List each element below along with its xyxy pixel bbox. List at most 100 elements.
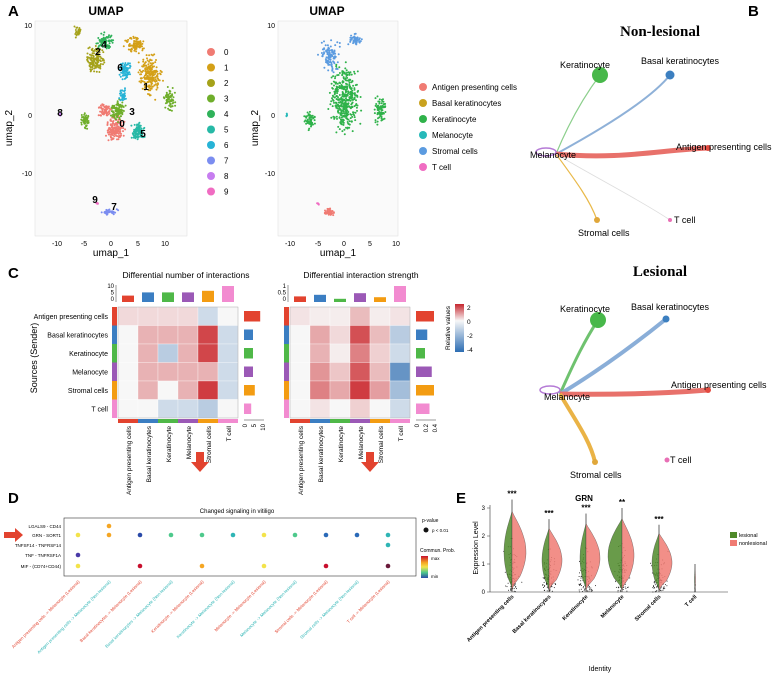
heatmap-left-top-bar xyxy=(142,292,154,302)
edge-nl-melanocyte-apc xyxy=(555,145,709,159)
umap-left-point xyxy=(140,73,143,76)
umap-right-point xyxy=(344,97,347,100)
umap-right-point xyxy=(328,49,331,52)
heatmap-left-title: Differential number of interactions xyxy=(123,270,250,280)
umap-left-point xyxy=(91,66,94,69)
umap-right-point xyxy=(333,62,336,65)
umap-right-point xyxy=(329,211,332,214)
dotplot-plot-area xyxy=(63,517,417,577)
umap-left-point xyxy=(85,114,88,117)
umap-left-point xyxy=(115,208,118,211)
umap-right-point xyxy=(336,68,339,70)
umap-left-point xyxy=(171,87,174,89)
umap-right-point xyxy=(313,119,316,122)
umap-left-point xyxy=(118,97,121,100)
umap-left-point xyxy=(93,70,96,73)
dotplot-legend-prob-max: max xyxy=(431,556,440,561)
heatmap-right-top-tick: 1 xyxy=(283,284,287,290)
umap-right-point xyxy=(347,71,350,74)
umap-right-point xyxy=(330,100,333,103)
umap-left-point xyxy=(84,122,87,125)
node-l-keratinocyte xyxy=(590,312,606,328)
heatmap-left-top-bar xyxy=(202,290,214,302)
violin-point xyxy=(656,586,658,588)
umap-right-point xyxy=(383,117,386,120)
violin-point xyxy=(544,585,546,586)
heatmap-left-cell xyxy=(157,399,179,419)
heatmap-left-cell xyxy=(197,380,219,400)
umap-right-point xyxy=(306,120,309,123)
umap-left-point xyxy=(138,80,141,83)
umap-left-point xyxy=(107,111,110,113)
heatmap-panel: Differential number of interactions Diff… xyxy=(29,270,473,495)
umap-right-point xyxy=(343,106,346,109)
umap-left-point xyxy=(89,58,92,60)
violin-point xyxy=(542,577,544,579)
umap-left-point xyxy=(134,36,137,39)
umap-left-point xyxy=(120,134,122,137)
umap-left-point xyxy=(121,109,124,112)
umap-left-point xyxy=(133,49,136,52)
umap-left-cluster-label: 1 xyxy=(143,82,149,93)
violin-point xyxy=(666,580,668,582)
violin-point xyxy=(651,565,653,567)
umap-left-point xyxy=(98,71,101,73)
umap-right-point xyxy=(349,39,352,42)
umap-right-point xyxy=(332,99,335,102)
label-nl-keratinocyte: Keratinocyte xyxy=(560,60,610,70)
umap-left-legend-label: 3 xyxy=(224,95,229,104)
umap-right-point xyxy=(345,69,348,72)
umap-right-point xyxy=(382,98,384,101)
umap-left-point xyxy=(110,138,113,141)
violin-lesional-half xyxy=(651,524,660,593)
umap-left-point xyxy=(97,106,100,109)
umap-right-point xyxy=(304,119,307,122)
umap-left-point xyxy=(120,71,123,74)
umap-right-point xyxy=(342,95,345,98)
dotplot-col-label: Basal keratinocytes -> Melanocyte (Non-l… xyxy=(104,579,174,649)
umap-right-point xyxy=(333,84,335,87)
umap-left-point xyxy=(95,42,98,45)
umap-left-point xyxy=(86,59,89,62)
umap-left-point xyxy=(156,77,159,80)
umap-right-point xyxy=(345,117,348,119)
heatmap-left-col-label: T cell xyxy=(226,425,233,441)
umap-right-point xyxy=(347,122,350,125)
umap-left-point xyxy=(106,122,109,125)
umap-left-point xyxy=(154,71,157,74)
umap-left-point xyxy=(113,113,116,116)
heatmap-left-side-tick: 10 xyxy=(261,423,267,430)
umap-right-point xyxy=(339,113,342,116)
umap-left-point xyxy=(101,45,104,48)
umap-left-point xyxy=(156,86,159,89)
umap-left-ylabel: umap_2 xyxy=(4,109,15,146)
violin-point xyxy=(578,589,580,591)
umap-left-point xyxy=(147,81,150,84)
umap-right-point xyxy=(323,51,325,54)
umap-left-legend: 0 1 2 3 4 5 6 7 8 9 xyxy=(207,48,229,197)
umap-left-point xyxy=(84,118,87,121)
umap-left-legend-label: 4 xyxy=(224,110,229,119)
violin-point xyxy=(586,590,588,592)
heatmap-left-cell xyxy=(137,362,159,382)
violin-point xyxy=(543,587,544,588)
dotplot-row-label: LGALS9 - CD44 xyxy=(28,524,61,529)
violin-point xyxy=(549,590,551,592)
umap-left-point xyxy=(99,48,102,51)
umap-right-point xyxy=(352,41,355,44)
heatmap-right-cell xyxy=(369,380,391,400)
umap-left-point xyxy=(167,93,170,96)
umap-right-legend: Antigen presenting cells Basal keratinocy… xyxy=(419,83,517,172)
umap-left-point xyxy=(123,120,126,123)
node-l-apc xyxy=(705,387,711,393)
umap-right-point xyxy=(350,94,353,97)
umap-left-point xyxy=(106,114,109,117)
umap-left-point xyxy=(112,134,114,137)
umap-left-point xyxy=(142,65,144,68)
violin-point xyxy=(542,584,544,585)
umap-left-point xyxy=(99,40,102,43)
umap-left-xlabel: umap_1 xyxy=(93,248,130,259)
umap-left-point xyxy=(155,83,157,86)
